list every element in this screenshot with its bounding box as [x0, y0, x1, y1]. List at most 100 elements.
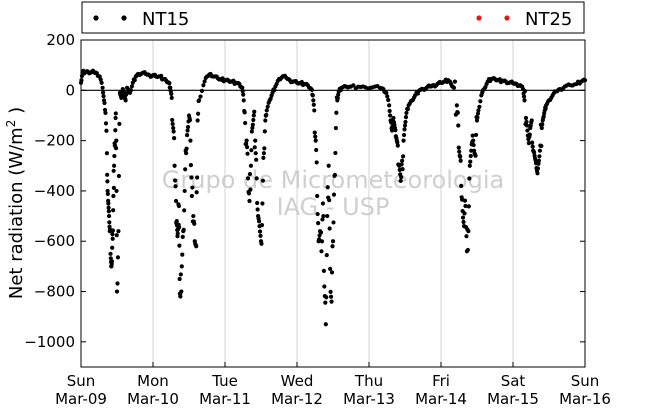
point-nt15-59	[111, 208, 116, 213]
point-nt15-184	[185, 124, 191, 130]
point-nt15-339	[312, 108, 317, 113]
point-nt15-77	[115, 255, 121, 260]
point-nt15-141	[169, 95, 174, 100]
point-nt15-343	[314, 147, 319, 153]
point-nt15-290	[262, 129, 267, 134]
point-nt15-143	[170, 121, 175, 127]
point-nt15-499	[452, 79, 458, 84]
point-nt15-195	[191, 213, 196, 219]
point-nt15-419	[386, 97, 391, 103]
point-nt15-334	[309, 87, 314, 93]
point-nt15-515	[461, 219, 466, 225]
point-nt15-253	[244, 145, 250, 150]
point-nt15-138	[168, 85, 173, 90]
y-axis: 200 0 −200 −400 −600 −800 −1000	[24, 31, 585, 351]
point-nt15-70	[113, 111, 118, 116]
point-nt15-375	[329, 299, 334, 304]
point-nt15-164	[177, 243, 182, 248]
point-nt15-284	[259, 223, 265, 228]
point-nt15-243	[240, 85, 245, 90]
point-nt15-281	[258, 233, 263, 238]
point-nt15-21	[97, 74, 102, 79]
point-nt15-370	[327, 198, 332, 203]
legend-marker-nt25-b	[504, 15, 510, 21]
point-nt15-56	[110, 232, 115, 237]
point-nt15-433	[393, 128, 398, 133]
point-nt15-171	[179, 264, 184, 269]
legend-frame	[81, 1, 585, 34]
point-nt15-165	[177, 276, 182, 282]
point-nt15-451	[401, 132, 407, 138]
point-nt15-104	[132, 77, 137, 83]
grid-lines	[152, 40, 514, 367]
point-nt15-190	[188, 162, 194, 168]
point-nt15-544	[475, 115, 480, 120]
point-nt15-255	[245, 176, 251, 181]
point-nt15-421	[387, 108, 392, 114]
point-nt15-249	[243, 120, 248, 126]
point-nt15-55	[110, 245, 115, 250]
point-nt15-426	[389, 128, 395, 133]
point-nt15-437	[395, 140, 400, 145]
point-nt15-529	[468, 159, 473, 164]
point-nt15-356	[320, 217, 325, 222]
point-nt15-265	[250, 122, 255, 127]
point-nt15-524	[465, 247, 470, 253]
point-nt15-157	[175, 231, 180, 236]
point-nt15-400	[351, 83, 356, 88]
point-nt15-369	[326, 163, 331, 168]
point-nt15-246	[241, 98, 246, 103]
x-tick-label-day-3: Wed	[281, 372, 314, 390]
point-nt15-371	[327, 226, 332, 231]
x-tick-label-day-1: Mon	[137, 372, 169, 390]
point-nt15-211	[202, 79, 207, 84]
point-nt15-632	[543, 106, 548, 111]
point-nt15-605	[530, 144, 535, 149]
point-nt15-531	[469, 148, 474, 153]
point-nt15-623	[539, 143, 544, 149]
point-nt15-601	[528, 123, 533, 128]
point-nt15-534	[470, 133, 475, 138]
point-nt15-28	[102, 100, 107, 106]
point-nt15-262	[249, 148, 254, 153]
watermark-line-2: IAG - USP	[277, 193, 390, 221]
point-nt15-455	[403, 115, 409, 120]
point-nt15-57	[110, 236, 115, 241]
point-nt15-30	[103, 110, 108, 116]
point-nt15-261	[248, 163, 254, 168]
point-nt15-273	[254, 176, 259, 181]
point-nt15-510	[459, 183, 464, 188]
point-nt15-148	[172, 178, 178, 183]
point-nt15-283	[259, 241, 264, 246]
point-nt15-616	[535, 166, 541, 171]
point-nt15-546	[476, 108, 481, 113]
point-nt15-60	[111, 193, 116, 199]
point-nt15-25	[100, 90, 106, 95]
point-nt15-78	[116, 229, 121, 234]
point-nt15-373	[328, 289, 333, 294]
point-nt15-58	[110, 228, 116, 233]
point-nt15-191	[189, 175, 194, 180]
point-nt15-68	[113, 128, 118, 133]
point-nt15-374	[328, 294, 334, 299]
point-nt15-456	[404, 110, 409, 116]
point-nt15-289	[262, 146, 267, 151]
point-nt15-294	[264, 108, 269, 113]
point-nt15-498	[451, 85, 457, 90]
point-nt15-302	[272, 88, 277, 93]
point-nt15-34	[105, 172, 110, 177]
point-nt15-264	[250, 125, 255, 131]
point-nt15-383	[333, 150, 338, 156]
point-nt15-180	[184, 151, 189, 156]
point-nt15-100	[128, 88, 134, 93]
point-nt15-127	[159, 73, 164, 78]
point-nt15-183	[185, 128, 190, 133]
point-nt15-619	[537, 154, 542, 159]
point-nt15-175	[181, 227, 186, 232]
point-nt15-79	[116, 173, 122, 179]
point-nt15-169	[178, 272, 183, 277]
point-nt15-362	[323, 300, 328, 305]
point-nt15-33	[104, 151, 110, 156]
legend-marker-nt15-a	[93, 15, 99, 21]
